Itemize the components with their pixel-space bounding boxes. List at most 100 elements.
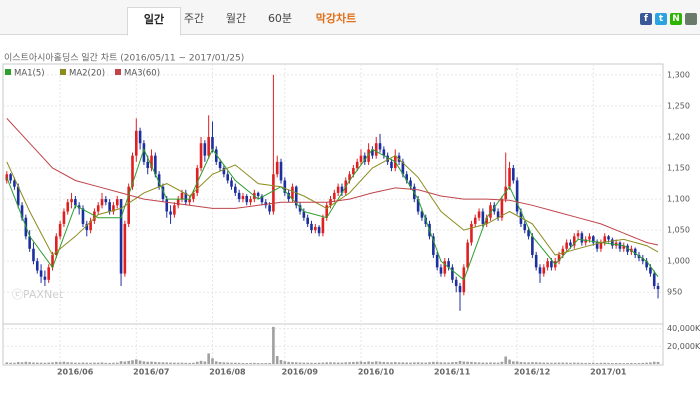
candle-body bbox=[317, 227, 321, 234]
volume-bar bbox=[13, 362, 16, 364]
volume-bar bbox=[409, 362, 412, 364]
candle-body bbox=[211, 137, 214, 150]
volume-bar bbox=[557, 362, 561, 364]
volume-bar bbox=[195, 361, 199, 364]
volume-bar bbox=[211, 358, 214, 364]
volume-bar bbox=[131, 360, 134, 364]
candle-body bbox=[492, 205, 496, 212]
volume-bar bbox=[363, 362, 367, 364]
volume-bar bbox=[256, 363, 260, 364]
candle-body bbox=[359, 155, 363, 162]
candle-body bbox=[70, 199, 73, 203]
candle-body bbox=[523, 223, 527, 231]
tab[interactable]: 60분 bbox=[267, 12, 293, 25]
volume-bar bbox=[28, 362, 31, 364]
volume-bar bbox=[432, 361, 435, 364]
candle-body bbox=[652, 273, 656, 286]
candle-body bbox=[123, 223, 127, 274]
volume-bar bbox=[96, 362, 100, 364]
x-tick-label: 2016/10 bbox=[358, 368, 395, 377]
candle-body bbox=[409, 180, 412, 187]
candle-body bbox=[531, 236, 534, 255]
volume-bar bbox=[74, 362, 77, 364]
candle-body bbox=[161, 186, 165, 200]
candle-body bbox=[595, 242, 599, 249]
volume-bar bbox=[405, 362, 408, 364]
candle-body bbox=[569, 242, 572, 246]
volume-bar bbox=[287, 361, 290, 364]
candle-body bbox=[515, 180, 519, 212]
volume-bar bbox=[504, 356, 508, 364]
volume-bar bbox=[515, 361, 519, 364]
candle-body bbox=[146, 161, 150, 169]
volume-bar bbox=[180, 362, 184, 364]
volume-bar bbox=[393, 362, 397, 364]
candle-body bbox=[622, 245, 626, 249]
volume-bar bbox=[146, 361, 150, 364]
volume-bar bbox=[576, 362, 580, 364]
candle-body bbox=[173, 205, 176, 215]
candle-body bbox=[580, 233, 584, 243]
tab[interactable]: 일간 bbox=[127, 7, 181, 36]
volume-bar bbox=[272, 326, 275, 364]
volume-tick-label: 20,000K bbox=[667, 342, 700, 351]
candle-body bbox=[352, 168, 355, 175]
candle-body bbox=[96, 205, 100, 212]
candle-body bbox=[649, 267, 652, 274]
candle-body bbox=[66, 202, 70, 212]
volume-bar bbox=[112, 362, 115, 364]
tab[interactable]: 주간 bbox=[183, 12, 205, 25]
candle-body bbox=[348, 174, 351, 181]
volume-bar bbox=[188, 362, 191, 364]
x-tick-label: 2016/08 bbox=[209, 368, 246, 377]
volume-bar bbox=[512, 361, 515, 364]
candle-body bbox=[192, 192, 195, 200]
candle-body bbox=[154, 155, 157, 175]
candle-body bbox=[485, 217, 488, 224]
candle-body bbox=[89, 220, 92, 231]
candle-body bbox=[199, 143, 203, 169]
volume-bar bbox=[108, 362, 111, 364]
volume-bar bbox=[169, 362, 172, 364]
candle-body bbox=[641, 258, 645, 262]
volume-bar bbox=[176, 362, 180, 364]
volume-bar bbox=[569, 362, 572, 364]
volume-bar bbox=[77, 362, 81, 364]
volume-bar bbox=[214, 361, 218, 364]
candle-body bbox=[176, 199, 180, 206]
share-other[interactable] bbox=[685, 13, 697, 25]
tab[interactable]: 막강차트 bbox=[315, 12, 357, 25]
volume-bar bbox=[630, 362, 633, 364]
volume-bar bbox=[154, 361, 157, 364]
volume-bar bbox=[302, 362, 306, 364]
volume-bar bbox=[51, 362, 54, 364]
volume-bar bbox=[100, 362, 104, 364]
candle-body bbox=[340, 186, 344, 193]
volume-bar bbox=[184, 362, 188, 364]
candle-body bbox=[32, 248, 35, 262]
share-naver[interactable]: N bbox=[670, 13, 682, 25]
chart-subtitle: 이스트아시아홀딩스 일간 차트 (2016/05/11 ~ 2017/01/25… bbox=[4, 52, 244, 64]
share-facebook[interactable]: f bbox=[640, 13, 652, 25]
candle-body bbox=[287, 192, 290, 200]
ma-line bbox=[6, 148, 659, 281]
candle-body bbox=[470, 223, 473, 243]
candle-body bbox=[180, 192, 184, 200]
tab[interactable]: 월간 bbox=[225, 12, 247, 25]
legend-swatch bbox=[5, 69, 11, 75]
candle-body bbox=[256, 192, 260, 196]
volume-bar bbox=[58, 362, 62, 364]
volume-bar bbox=[241, 362, 245, 364]
volume-bar bbox=[222, 362, 226, 364]
candle-body bbox=[561, 248, 565, 255]
share-twitter[interactable]: t bbox=[655, 13, 667, 25]
candle-body bbox=[504, 186, 508, 200]
candle-body bbox=[275, 161, 279, 175]
candle-body bbox=[230, 180, 233, 187]
volume-bar bbox=[527, 362, 530, 364]
candle-body bbox=[115, 199, 119, 206]
candle-body bbox=[458, 285, 462, 293]
y-tick-label: 1,250 bbox=[667, 101, 690, 110]
volume-bar bbox=[226, 362, 229, 364]
candle-body bbox=[43, 276, 47, 280]
